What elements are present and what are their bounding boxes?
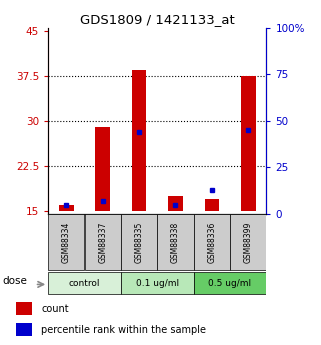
Bar <box>241 76 256 211</box>
FancyBboxPatch shape <box>157 215 194 270</box>
Title: GDS1809 / 1421133_at: GDS1809 / 1421133_at <box>80 13 235 27</box>
FancyBboxPatch shape <box>121 273 194 294</box>
Bar <box>132 70 146 211</box>
Text: percentile rank within the sample: percentile rank within the sample <box>41 325 206 335</box>
Text: GSM88335: GSM88335 <box>134 222 143 263</box>
Text: GSM88334: GSM88334 <box>62 222 71 263</box>
Bar <box>95 127 110 211</box>
Bar <box>59 205 74 211</box>
Text: 0.5 ug/ml: 0.5 ug/ml <box>208 279 252 288</box>
FancyBboxPatch shape <box>194 215 230 270</box>
Text: GSM88336: GSM88336 <box>207 222 216 263</box>
Bar <box>16 323 32 336</box>
Bar <box>168 196 183 211</box>
Text: 0.1 ug/ml: 0.1 ug/ml <box>136 279 179 288</box>
FancyBboxPatch shape <box>194 273 266 294</box>
FancyBboxPatch shape <box>230 215 266 270</box>
FancyBboxPatch shape <box>48 215 84 270</box>
FancyBboxPatch shape <box>48 273 121 294</box>
Text: control: control <box>69 279 100 288</box>
FancyBboxPatch shape <box>84 215 121 270</box>
Bar <box>16 302 32 315</box>
Text: GSM88337: GSM88337 <box>98 222 107 263</box>
Text: GSM88399: GSM88399 <box>244 222 253 263</box>
Text: count: count <box>41 304 69 314</box>
Bar <box>204 199 219 211</box>
Text: GSM88338: GSM88338 <box>171 222 180 263</box>
FancyBboxPatch shape <box>121 215 157 270</box>
Text: dose: dose <box>3 276 27 286</box>
